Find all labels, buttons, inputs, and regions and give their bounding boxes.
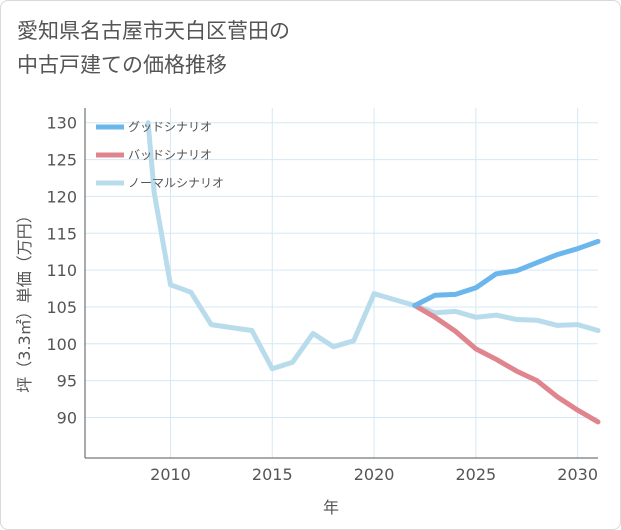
y-tick-label: 90: [57, 408, 77, 427]
y-tick-label: 130: [46, 114, 77, 133]
y-tick-label: 125: [46, 151, 77, 170]
x-tick-label: 2025: [455, 465, 496, 484]
y-tick-label: 95: [57, 372, 77, 391]
x-tick-label: 2030: [557, 465, 598, 484]
series-line-1: [412, 238, 601, 308]
series-layer: [145, 120, 601, 425]
x-tick-label: 2015: [252, 465, 293, 484]
series-line-2: [412, 303, 601, 425]
chart-title-line1: 愛知県名古屋市天白区菅田の: [17, 19, 290, 43]
x-tick-label: 2010: [150, 465, 191, 484]
y-tick-label: 110: [46, 261, 77, 280]
y-tick-label: 105: [46, 298, 77, 317]
x-tick-label: 2020: [354, 465, 395, 484]
y-tick-label: 100: [46, 335, 77, 354]
y-axis-label: 坪（3.3㎡）単価（万円）: [15, 207, 34, 392]
legend-label: ノーマルシナリオ: [128, 176, 224, 190]
chart-title: 愛知県名古屋市天白区菅田の 中古戸建ての価格推移: [17, 14, 290, 82]
legend-label: バッドシナリオ: [128, 148, 212, 162]
chart-title-line2: 中古戸建ての価格推移: [17, 53, 227, 77]
series-line-3: [145, 120, 601, 372]
y-tick-label: 120: [46, 187, 77, 206]
axes: 90 95 100 105 110 115 120 125 130 2010 2015 2020 202…: [46, 108, 598, 484]
legend-label: グッドシナリオ: [128, 120, 212, 134]
x-axis-label: 年: [323, 498, 339, 517]
y-tick-label: 115: [46, 224, 77, 243]
